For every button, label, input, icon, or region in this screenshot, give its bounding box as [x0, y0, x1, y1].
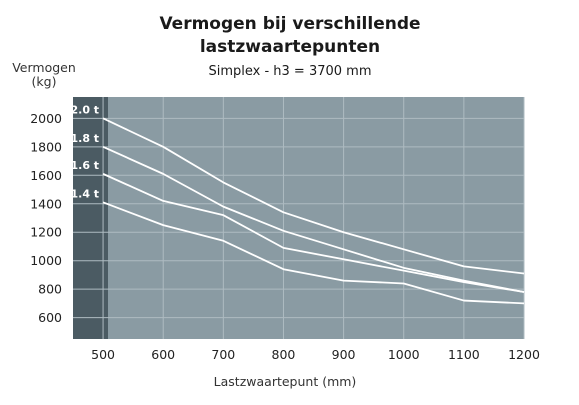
chart-subtitle: Simplex - h3 = 3700 mm [208, 64, 371, 79]
series-labels: 2.0 t 1.8 t 1.6 t 1.4 t [70, 103, 99, 200]
series-line [102, 173, 525, 293]
y-tick-label: 1600 [30, 168, 62, 183]
x-tick-label: 1200 [508, 347, 540, 362]
chart-title-line-1: Vermogen bij verschillende [159, 14, 420, 34]
series-line [102, 201, 525, 305]
series-line [102, 146, 525, 293]
x-tick-label: 1100 [448, 347, 480, 362]
x-tick-label: 700 [211, 347, 235, 362]
series-lines [102, 117, 525, 305]
x-tick-label: 800 [272, 347, 296, 362]
x-tick-label: 900 [332, 347, 356, 362]
y-tick-label: 800 [38, 282, 62, 297]
y-axis-label-line-2: (kg) [32, 74, 57, 89]
x-axis-label: Lastzwaartepunt (mm) [214, 374, 357, 389]
series-label: 2.0 t [70, 103, 99, 116]
series-label: 1.6 t [70, 159, 99, 172]
x-ticks: 500 600 700 800 900 1000 1100 1200 [91, 347, 540, 362]
series-label: 1.8 t [70, 132, 99, 145]
x-tick-label: 1000 [388, 347, 420, 362]
y-axis-label-line-1: Vermogen [12, 60, 76, 75]
x-tick-label: 500 [91, 347, 115, 362]
y-tick-label: 1400 [30, 196, 62, 211]
y-tick-label: 1000 [30, 253, 62, 268]
y-tick-label: 1800 [30, 139, 62, 154]
x-tick-label: 600 [151, 347, 175, 362]
chart-title-line-2: lastzwaartepunten [200, 37, 380, 57]
series-label: 1.4 t [70, 187, 99, 200]
plot-left-band [73, 97, 108, 339]
y-ticks: 600 800 1000 1200 1400 1600 1800 2000 [30, 111, 62, 325]
grid [73, 97, 525, 339]
series-line [102, 117, 525, 275]
y-tick-label: 2000 [30, 111, 62, 126]
y-tick-label: 1200 [30, 225, 62, 240]
y-tick-label: 600 [38, 310, 62, 325]
